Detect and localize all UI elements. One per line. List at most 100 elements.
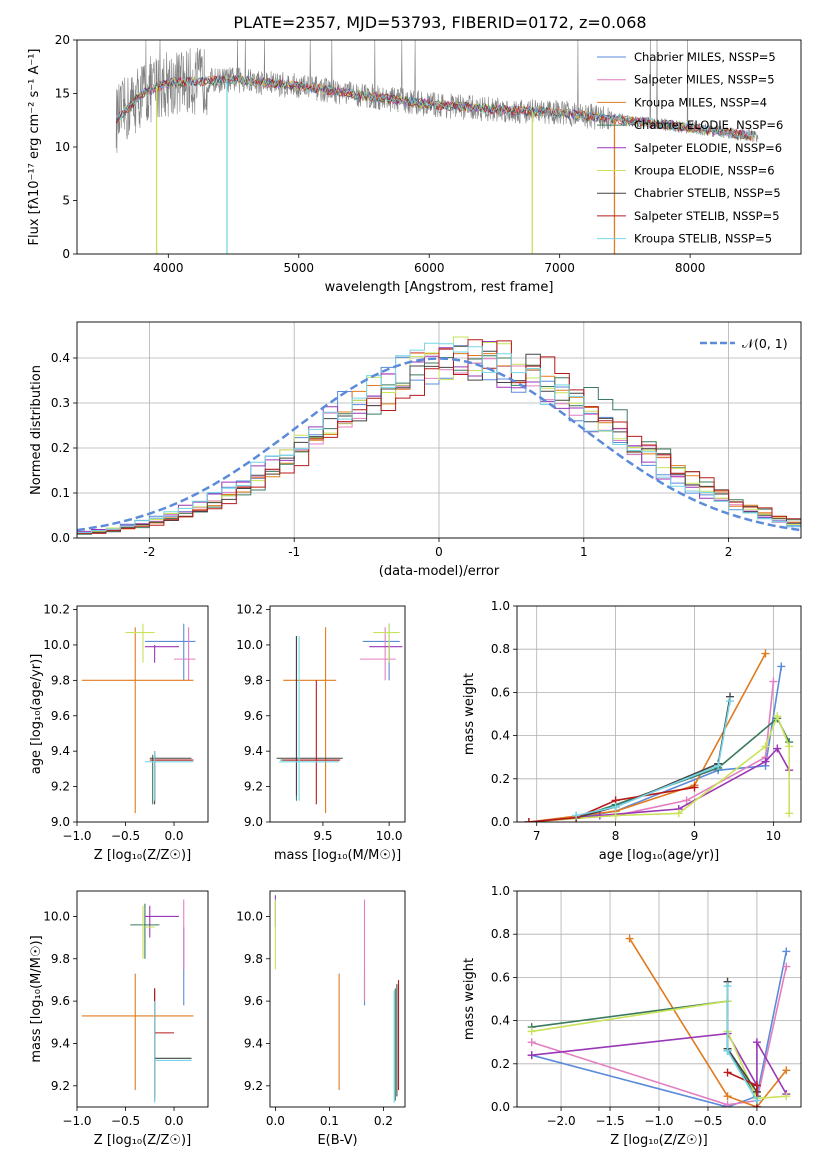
y-tick-label: 15 — [55, 87, 70, 101]
x-axis-label: wavelength [Angstrom, rest frame] — [325, 280, 554, 295]
x-axis-label: E(B-V) — [317, 1133, 357, 1148]
y-tick-label: 1.0 — [491, 884, 510, 898]
plot-area — [81, 899, 194, 1103]
residual-histogram-c8 — [77, 339, 801, 536]
legend-label: Kroupa STELIB, NSSP=5 — [634, 232, 772, 246]
weight-marker — [723, 1046, 732, 1055]
normal-curve — [77, 357, 801, 532]
model-spectrum-c7 — [115, 74, 755, 141]
y-tick-label: 9.6 — [244, 709, 263, 723]
model-spectrum-c8 — [115, 75, 756, 142]
weight-marker — [723, 982, 732, 991]
x-tick-label: -1 — [288, 545, 300, 559]
y-tick-label: 9.2 — [244, 1079, 263, 1093]
weight-marker — [690, 783, 699, 792]
x-axis-label: age [log₁₀(age/yr)] — [599, 848, 720, 863]
x-axis-label: (data-model)/error — [379, 564, 500, 579]
y-tick-label: 0.2 — [491, 1057, 510, 1071]
x-axis-label: Z [log₁₀(Z/Z☉)] — [94, 1133, 191, 1148]
weight-marker — [785, 809, 794, 818]
y-tick-label: 10.2 — [43, 603, 70, 617]
y-tick-label: 9.4 — [244, 744, 263, 758]
axes-frame: -2 -1 0 1 2 0.0 0.1 0.2 0.3 0.4 (data-model)/error… — [29, 321, 802, 579]
y-tick-label: 9.2 — [51, 1079, 70, 1093]
axes-frame: −2.0 −1.5 −1.0 −0.5 0.0 0.0 0.2 0.4 0.6 0.8 1.0 Z [… — [462, 884, 802, 1148]
axes-frame: 7 8 9 10 0.0 0.2 0.4 0.6 0.8 1.0 age [log₁₀(age/yr… — [462, 599, 802, 863]
weight-line-c5 — [528, 747, 790, 822]
legend-label: Chabrier MILES, NSSP=5 — [634, 50, 776, 64]
y-axis-label: Flux [fλ10⁻¹⁷ erg cm⁻² s⁻¹ A⁻¹] — [27, 49, 42, 246]
axes-border — [76, 890, 209, 1108]
weight-marker — [761, 649, 770, 658]
y-tick-label: 10.0 — [43, 909, 70, 923]
y-tick-label: 20 — [55, 33, 70, 47]
weight-marker — [769, 677, 778, 686]
weight-marker — [777, 662, 786, 671]
weight-line-c8 — [528, 786, 695, 822]
y-tick-label: 5 — [62, 194, 70, 208]
chart-mass-vs-Z: −1.0 −0.5 0.0 9.2 9.4 9.6 9.8 10.0 Z [log₁₀(Z/Z☉… — [29, 890, 209, 1148]
x-tick-label: 9.5 — [313, 829, 332, 843]
weight-marker — [752, 1038, 761, 1047]
x-tick-label: −1.0 — [644, 1114, 673, 1128]
y-tick-label: 9.4 — [51, 1036, 70, 1050]
x-tick-label: 0.0 — [164, 829, 183, 843]
weight-line-c4 — [575, 717, 790, 819]
x-axis-label: Z [log₁₀(Z/Z☉)] — [610, 1133, 707, 1148]
chart-spectrum: 4000 5000 6000 7000 8000 0 5 10 15 20 wavelength [… — [27, 33, 802, 295]
x-tick-label: 0.0 — [266, 1114, 285, 1128]
axes-border — [269, 605, 406, 823]
y-tick-label: 0 — [62, 247, 70, 261]
plot-area — [527, 934, 791, 1107]
y-tick-label: 0.2 — [491, 772, 510, 786]
x-axis-label: mass [log₁₀(M/M☉)] — [274, 848, 401, 863]
axes-frame: −1.0 −0.5 0.0 9.0 9.2 9.4 9.6 9.8 10.0 10.2 Z [log… — [29, 603, 209, 863]
axes-frame: −1.0 −0.5 0.0 9.2 9.4 9.6 9.8 10.0 Z [log₁₀(Z/Z☉… — [29, 890, 209, 1148]
y-tick-label: 10.0 — [43, 638, 70, 652]
axes-frame: 0.0 0.1 0.2 9.2 9.4 9.6 9.8 10.0 E(B-V) — [236, 890, 406, 1148]
legend-label: Salpeter MILES, NSSP=5 — [634, 73, 775, 87]
y-tick-label: 0.4 — [491, 1014, 510, 1028]
weight-marker — [785, 742, 794, 751]
y-tick-label: 10.0 — [236, 638, 263, 652]
weight-marker — [782, 1066, 791, 1075]
y-axis-label: age [log₁₀(age/yr)] — [29, 654, 44, 775]
x-tick-label: 5000 — [283, 261, 314, 275]
y-tick-label: 9.6 — [51, 994, 70, 1008]
y-tick-label: 0.6 — [491, 970, 510, 984]
x-tick-label: −0.5 — [111, 829, 140, 843]
legend: Chabrier MILES, NSSP=5 Salpeter MILES, NS… — [597, 50, 783, 246]
y-tick-label: 0.3 — [51, 396, 70, 410]
weight-marker — [761, 757, 770, 766]
y-tick-label: 0.8 — [491, 927, 510, 941]
legend-label: Chabrier ELODIE, NSSP=6 — [634, 118, 783, 132]
y-tick-label: 9.4 — [51, 744, 70, 758]
weight-marker — [723, 1092, 732, 1101]
legend-label: Kroupa ELODIE, NSSP=6 — [634, 164, 775, 178]
weight-line-c4 — [531, 1000, 758, 1097]
weight-marker — [782, 962, 791, 971]
y-tick-label: 10 — [55, 140, 70, 154]
x-tick-label: 0.0 — [164, 1114, 183, 1128]
x-tick-label: 10 — [766, 829, 781, 843]
x-tick-label: 6000 — [414, 261, 445, 275]
residual-histogram-c9 — [77, 342, 801, 534]
weight-marker — [723, 1068, 732, 1077]
model-spectrum-c9 — [115, 75, 756, 139]
y-tick-label: 0.1 — [51, 486, 70, 500]
x-tick-label: −1.5 — [595, 1114, 624, 1128]
axes-frame: 9.5 10.0 9.0 9.2 9.4 9.6 9.8 10.0 10.2 mass [log₁… — [236, 603, 406, 863]
x-tick-label: 4000 — [153, 261, 184, 275]
axes-border — [516, 605, 802, 823]
y-tick-label: 0.8 — [491, 642, 510, 656]
chart-weight-vs-age: 7 8 9 10 0.0 0.2 0.4 0.6 0.8 1.0 age [log₁₀(age/yr… — [462, 599, 802, 863]
chart-age-vs-Z: −1.0 −0.5 0.0 9.0 9.2 9.4 9.6 9.8 10.0 10.2 Z [log… — [29, 603, 209, 863]
x-tick-label: 7 — [533, 829, 541, 843]
chart-mass-vs-EBV: 0.0 0.1 0.2 9.2 9.4 9.6 9.8 10.0 E(B-V) — [236, 890, 406, 1148]
x-tick-label: 0.1 — [320, 1114, 339, 1128]
y-tick-label: 9.6 — [51, 709, 70, 723]
y-tick-label: 9.2 — [244, 780, 263, 794]
weight-marker — [611, 811, 620, 820]
